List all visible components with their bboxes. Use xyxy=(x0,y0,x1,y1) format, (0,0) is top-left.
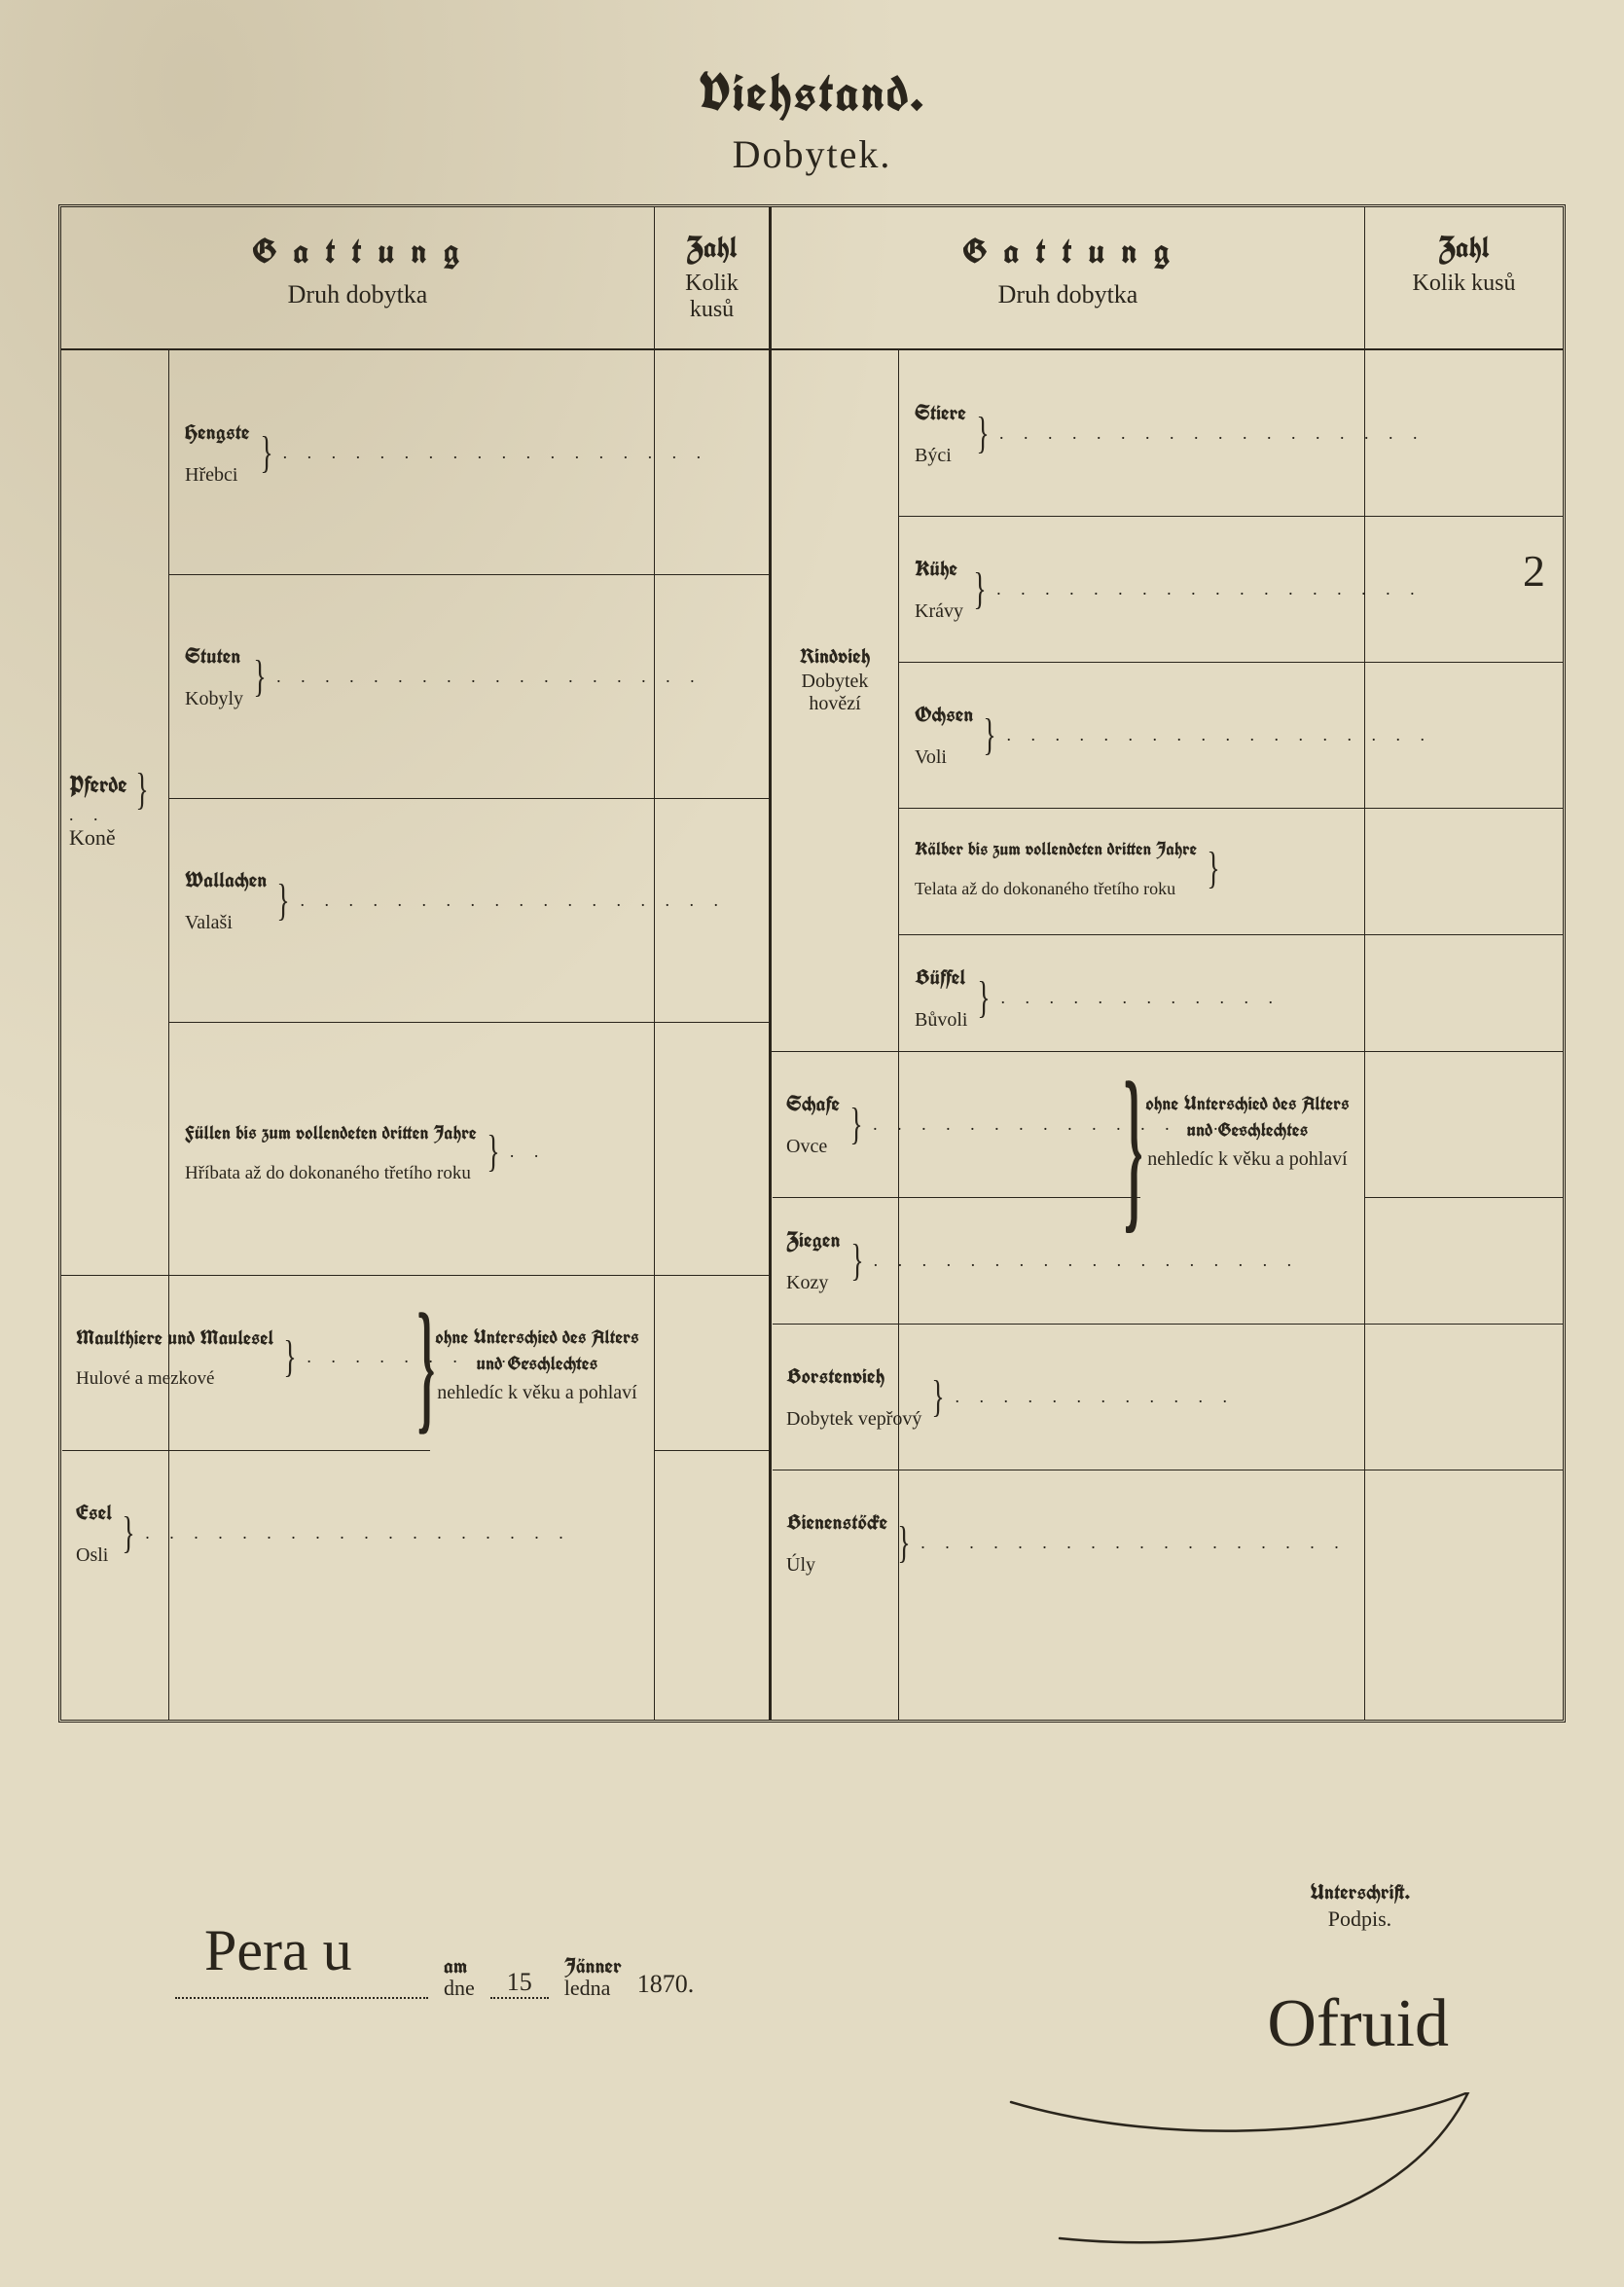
row-stuten-de: Stuten xyxy=(185,642,243,671)
right-num-col: 2 xyxy=(1365,350,1563,1720)
row-stuten-cz: Kobyly xyxy=(185,688,243,710)
month-de: Jänner xyxy=(564,1956,622,1978)
hdr-cat-de-l: G a t t u n g xyxy=(69,229,646,274)
hdr-cat-cz-r: Druh dobytka xyxy=(779,280,1356,309)
row-kaelber-cz: Telata až do dokonaného třetího roku xyxy=(915,879,1197,899)
page: Viehstand. Dobytek. G a t t u n g Druh d… xyxy=(0,0,1624,2231)
table-body: Pferde }. . Koně Hengste Hřebci xyxy=(61,350,1563,1720)
sig-label-cz: Podpis. xyxy=(1310,1906,1410,1932)
left-note-cz: nehledíc k věku a pohlaví xyxy=(430,1382,644,1404)
row-wallachen-cz: Valaši xyxy=(185,912,267,934)
row-bienenstoecke-de: Bienenstöcke xyxy=(786,1508,887,1537)
left-group-de: Pferde xyxy=(69,769,127,800)
row-fuellen-de: Füllen bis zum vollendeten dritten Jahre xyxy=(185,1119,477,1145)
dne-label: dne xyxy=(444,1978,475,1999)
row-fuellen-cz: Hříbata až do dokonaného třetího roku xyxy=(185,1163,477,1184)
row-maulthiere-cz: Hulové a mezkové xyxy=(76,1368,273,1390)
row-kuehe-cz: Krávy xyxy=(915,600,963,623)
row-maulthiere-de: Maulthiere und Maulesel xyxy=(76,1324,273,1351)
day-value: 15 xyxy=(490,1968,549,1999)
year-value: 1870. xyxy=(637,1970,695,1999)
row-wallachen-de: Wallachen xyxy=(185,866,267,894)
hdr-cat-de-r: G a t t u n g xyxy=(779,229,1356,274)
row-ziegen-de: Ziegen xyxy=(786,1226,841,1254)
row-kuehe-de: Kühe xyxy=(915,555,963,583)
row-esel-de: Esel xyxy=(76,1499,112,1527)
row-ziegen-cz: Kozy xyxy=(786,1272,841,1294)
month-cz: ledna xyxy=(564,1978,622,1999)
right-note-de: ohne Unterschied des Alters und Geschlec… xyxy=(1140,1090,1354,1143)
left-num-col xyxy=(655,350,772,1720)
sig-label-de: Unterschrift. xyxy=(1310,1878,1410,1906)
title-cz: Dobytek. xyxy=(58,131,1566,177)
table-frame: G a t t u n g Druh dobytka Zahl Kolik ku… xyxy=(58,204,1566,1723)
row-kaelber-de: Kälber bis zum vollendeten dritten Jahre xyxy=(915,837,1197,861)
right-group-de: Rindvieh xyxy=(800,642,871,671)
row-bueffel-cz: Bůvoli xyxy=(915,1009,967,1032)
row-borstenvieh-de: Borstenvieh xyxy=(786,1362,921,1391)
signature: Ofruid xyxy=(1267,1985,1449,2063)
row-stiere-de: Stiere xyxy=(915,399,966,427)
row-borstenvieh-cz: Dobytek vepřový xyxy=(786,1408,921,1431)
hdr-num-cz-l: Kolik kusů xyxy=(663,271,761,323)
value-kuehe: 2 xyxy=(1523,545,1545,597)
right-note-cz: nehledíc k věku a pohlaví xyxy=(1140,1148,1354,1171)
hdr-num-de-l: Zahl xyxy=(663,229,761,267)
row-esel-cz: Osli xyxy=(76,1544,112,1567)
row-schafe-de: Schafe xyxy=(786,1090,840,1118)
hdr-num-cz-r: Kolik kusů xyxy=(1373,271,1555,297)
flourish-icon xyxy=(1001,2092,1488,2287)
left-group-cz: Koně xyxy=(69,825,116,850)
title-de: Viehstand. xyxy=(58,58,1566,127)
row-bueffel-de: Büffel xyxy=(915,963,967,992)
row-stiere-cz: Býci xyxy=(915,445,966,467)
dots: . . . . . . . . . . . . . . . . . . xyxy=(283,443,709,463)
row-ochsen-de: Ochsen xyxy=(915,701,973,729)
hdr-num-de-r: Zahl xyxy=(1373,229,1555,267)
hdr-cat-cz-l: Druh dobytka xyxy=(69,280,646,309)
title-block: Viehstand. Dobytek. xyxy=(58,58,1566,177)
row-ochsen-cz: Voli xyxy=(915,746,973,769)
row-bienenstoecke-cz: Úly xyxy=(786,1554,887,1577)
table-header: G a t t u n g Druh dobytka Zahl Kolik ku… xyxy=(61,207,1563,350)
right-group-cz: Dobytek hovězí xyxy=(802,671,869,714)
dots: . . . . . . . . . . . . . . . . . . xyxy=(276,667,703,687)
row-hengste-de: Hengste xyxy=(185,418,250,447)
row-hengste-cz: Hřebci xyxy=(185,464,250,487)
brace-icon: } xyxy=(1125,1071,1141,1236)
left-note-de: ohne Unterschied des Alters und Geschlec… xyxy=(430,1324,644,1376)
footer: Pera u am dne 15 Jänner ledna 1870. Unte… xyxy=(58,1839,1566,2248)
row-schafe-cz: Ovce xyxy=(786,1136,840,1158)
am-label: am xyxy=(444,1956,475,1978)
